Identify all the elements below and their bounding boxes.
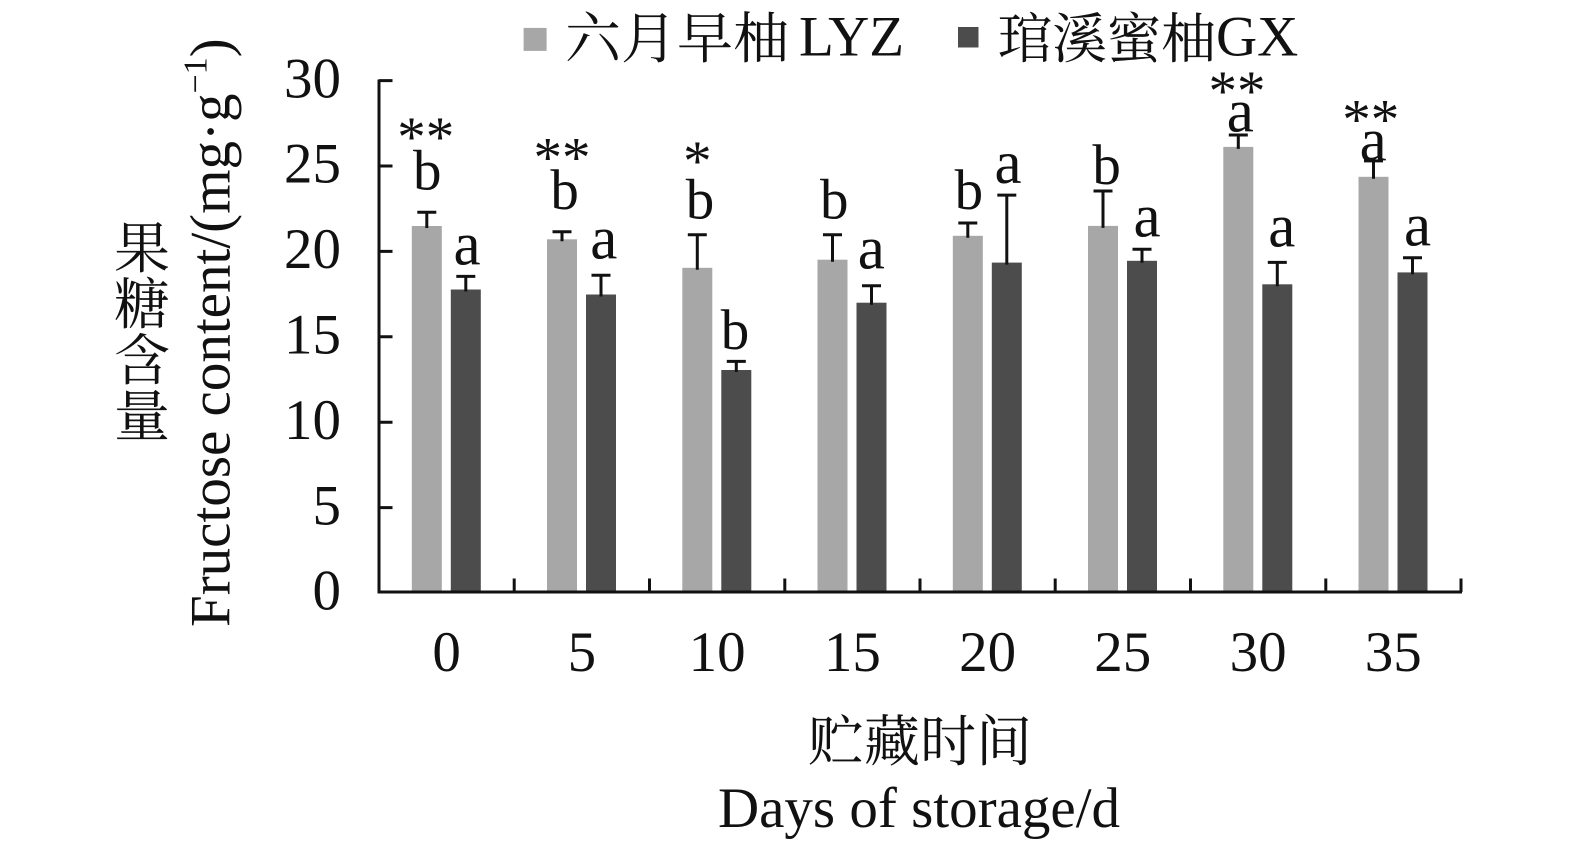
svg-text:a: a <box>590 206 617 273</box>
svg-text:0: 0 <box>313 560 342 623</box>
svg-text:b: b <box>1092 134 1121 197</box>
svg-text:**: ** <box>397 106 454 169</box>
svg-text:Fructose content/(mg·g−1): Fructose content/(mg·g−1) <box>178 38 243 627</box>
svg-text:b: b <box>721 299 750 362</box>
svg-text:Days of storage/d: Days of storage/d <box>718 777 1120 840</box>
svg-text:b: b <box>686 169 715 232</box>
svg-text:a: a <box>858 215 885 282</box>
svg-text:b: b <box>955 159 984 222</box>
svg-text:0: 0 <box>432 621 461 684</box>
svg-text:**: ** <box>1342 89 1399 152</box>
svg-text:10: 10 <box>689 621 746 684</box>
svg-text:35: 35 <box>1365 621 1422 684</box>
svg-text:GX: GX <box>1216 6 1298 69</box>
svg-text:b: b <box>820 169 849 232</box>
svg-text:25: 25 <box>1094 621 1151 684</box>
svg-text:15: 15 <box>824 621 881 684</box>
svg-text:25: 25 <box>284 133 341 196</box>
svg-text:a: a <box>1227 79 1254 146</box>
svg-text:10: 10 <box>284 389 341 452</box>
svg-text:b: b <box>413 140 442 203</box>
svg-text:30: 30 <box>1230 621 1287 684</box>
svg-text:a: a <box>1133 184 1160 251</box>
svg-text:15: 15 <box>284 304 341 367</box>
svg-text:5: 5 <box>568 621 597 684</box>
svg-text:**: ** <box>1209 60 1266 123</box>
svg-text:a: a <box>1404 192 1431 259</box>
svg-text:5: 5 <box>313 474 342 537</box>
svg-text:a: a <box>1268 194 1295 261</box>
svg-text:a: a <box>1360 107 1387 174</box>
svg-text:30: 30 <box>284 47 341 110</box>
svg-text:b: b <box>550 159 579 222</box>
svg-text:20: 20 <box>959 621 1016 684</box>
svg-text:a: a <box>453 212 480 279</box>
svg-text:a: a <box>994 130 1021 197</box>
svg-text:*: * <box>683 130 712 193</box>
svg-text:LYZ: LYZ <box>799 6 904 69</box>
svg-text:**: ** <box>534 126 591 189</box>
svg-text:20: 20 <box>284 218 341 281</box>
